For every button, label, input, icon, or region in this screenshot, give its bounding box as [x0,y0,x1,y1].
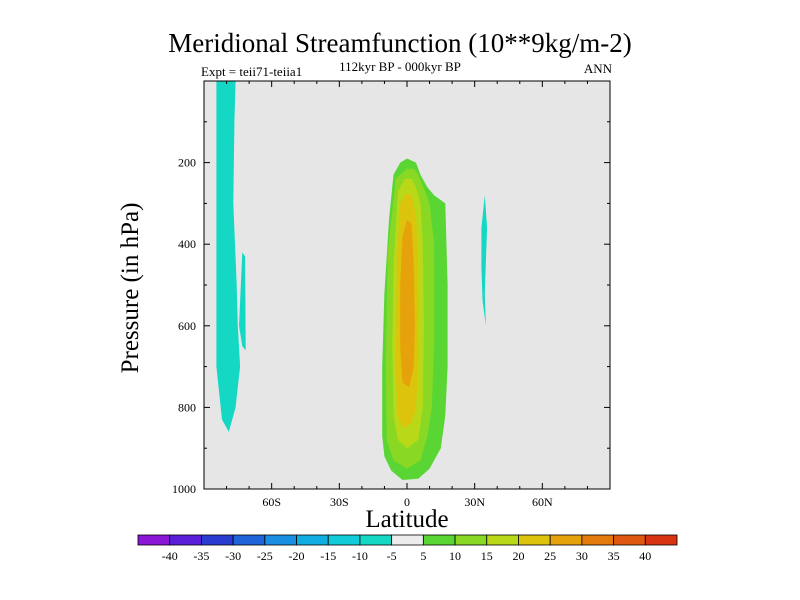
colorbar-swatch [549,534,583,546]
colorbar-swatch [454,534,488,546]
y-axis-title: Pressure (in hPa) [117,203,144,374]
y-tick-label: 600 [178,319,196,333]
negative-cell-high-latitude-south [216,81,241,432]
colorbar-swatch [613,534,646,546]
season-label: ANN [583,61,612,76]
x-tick-label: 60N [532,495,553,509]
y-tick-label: 400 [178,237,196,251]
colorbar-swatch [201,534,234,546]
colorbar-label: -10 [352,549,368,563]
colorbar: -40 -35 -30 -25 -20 -15 -10 -5 5 10 15 20 25 30 35 40 [137,534,678,563]
colorbar-swatch [327,534,361,546]
colorbar-label: -25 [257,549,273,563]
colorbar-swatch [169,534,202,546]
colorbar-label: 5 [420,549,426,563]
colorbar-swatch [486,534,519,546]
colorbar-label: 25 [544,549,556,563]
colorbar-label: 15 [481,549,493,563]
negative-cell-high-latitude-south-spur [239,252,246,351]
colorbar-swatch [422,534,456,546]
colorbar-swatch [581,534,614,546]
x-tick-label: 30N [464,495,485,509]
chart-title: Meridional Streamfunction (10**9kg/m-2) [168,28,632,58]
colorbar-label: 30 [576,549,588,563]
colorbar-label: -5 [387,549,397,563]
plot-area [204,81,610,489]
colorbar-label: -15 [320,549,336,563]
colorbar-label: -20 [289,549,305,563]
colorbar-label: 20 [512,549,524,563]
positive-cell-25 [400,219,415,387]
colorbar-label: -30 [225,549,241,563]
colorbar-label: 40 [639,549,651,563]
colorbar-swatch [137,534,171,546]
axes: 60S 30S 0 30N 60N 200 400 600 800 1000 [172,80,611,509]
negative-cell-subtropics-north [481,195,488,326]
x-tick-label: 60S [262,495,281,509]
y-tick-label: 800 [178,400,196,414]
colorbar-label: 10 [449,549,461,563]
colorbar-label: -40 [162,549,178,563]
colorbar-swatch [232,534,266,546]
experiment-label: Expt = teii71-teiia1 [201,64,303,79]
colorbar-label: 35 [608,549,620,563]
x-tick-label: 30S [330,495,349,509]
chart-subtitle: 112kyr BP - 000kyr BP [339,59,461,74]
colorbar-swatch [644,534,678,546]
x-axis-title: Latitude [365,506,448,533]
colorbar-label: -35 [193,549,209,563]
y-tick-label: 200 [178,156,196,170]
x-tick-label: 0 [404,495,410,509]
colorbar-swatch [518,534,551,546]
y-tick-label: 1000 [172,482,196,496]
colorbar-swatch [296,534,329,546]
colorbar-swatch [264,534,297,546]
colorbar-swatch [391,534,424,546]
colorbar-swatch [359,534,393,546]
